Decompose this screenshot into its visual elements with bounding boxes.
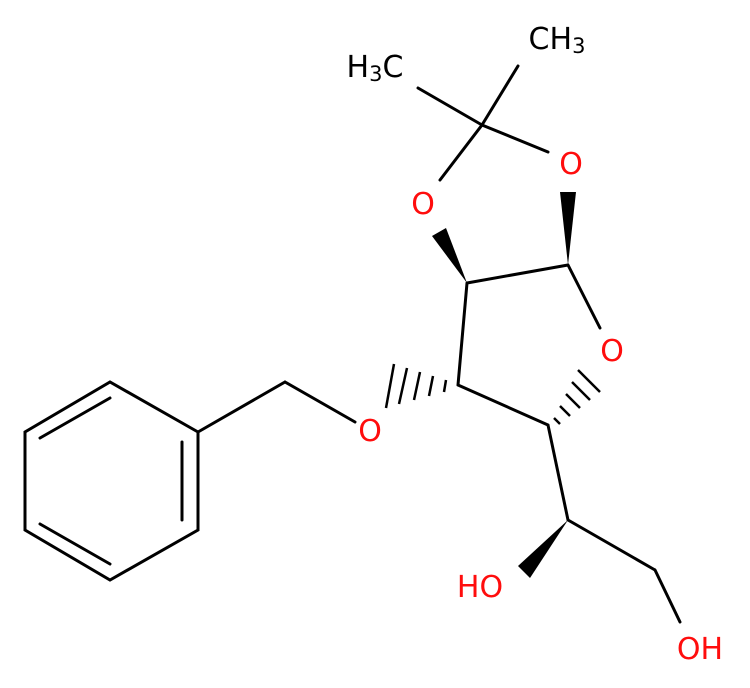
hash [571, 381, 591, 401]
atom-label: HO [457, 570, 503, 605]
label-part: O [358, 414, 382, 449]
hash [384, 363, 396, 409]
hash [427, 375, 435, 397]
atom-label: H3C [347, 50, 404, 87]
atom-label: CH3 [529, 22, 586, 59]
atom-label: O [411, 187, 435, 222]
atom-label: O [600, 334, 624, 369]
atom-labels: H3C CH3 O O O O HO OH [347, 22, 724, 667]
wedge [432, 228, 467, 283]
benzene [23, 380, 200, 582]
hash-bond [384, 363, 448, 409]
label-part: O [559, 147, 583, 182]
hash [397, 367, 409, 405]
label-part: O [600, 334, 624, 369]
atom-label: O [358, 414, 382, 449]
label-part: C [382, 50, 403, 85]
hash [412, 371, 422, 401]
hash-bond [553, 369, 601, 425]
label-part: 3 [572, 34, 585, 58]
hash [553, 417, 561, 425]
bond [196, 64, 682, 624]
wedge [518, 520, 568, 578]
bonds [23, 64, 682, 624]
label-part: HO [457, 570, 503, 605]
hash [577, 369, 601, 393]
label-part: OH [677, 632, 723, 667]
atom-label: O [559, 147, 583, 182]
hash [442, 379, 448, 393]
atom-label: OH [677, 632, 723, 667]
hash [565, 393, 581, 409]
label-part: H [347, 50, 370, 85]
label-part: CH [529, 22, 573, 57]
hash [559, 405, 571, 417]
label-part: 3 [369, 62, 382, 86]
label-part: O [411, 187, 435, 222]
wedge [560, 192, 576, 265]
